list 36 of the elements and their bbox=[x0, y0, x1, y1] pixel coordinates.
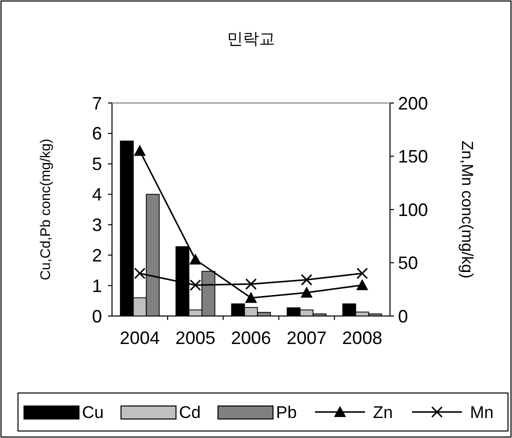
legend-label: Cd bbox=[179, 402, 201, 422]
legend-label: Zn bbox=[373, 402, 393, 422]
y-tick-label: 5 bbox=[92, 154, 102, 174]
y2-tick-label: 200 bbox=[398, 93, 428, 114]
x-tick-label: 2008 bbox=[342, 328, 382, 348]
chart-title: 민락교 bbox=[227, 29, 275, 48]
y-tick-label: 4 bbox=[92, 184, 102, 205]
y2-tick-label: 100 bbox=[398, 200, 428, 220]
y-tick-label: 0 bbox=[92, 306, 102, 326]
point bbox=[356, 268, 368, 280]
y-tick-label: 3 bbox=[92, 215, 102, 236]
point bbox=[190, 279, 202, 291]
x-tick-label: 2006 bbox=[230, 328, 272, 348]
point bbox=[356, 279, 368, 290]
point bbox=[134, 268, 146, 280]
point bbox=[300, 286, 313, 298]
y2-tick-label: 150 bbox=[398, 146, 428, 167]
x-tick-label: 2004 bbox=[120, 328, 160, 348]
legend-label: Pb bbox=[276, 402, 297, 422]
y-tick-label: 2 bbox=[92, 245, 102, 266]
y2-tick-label: 0 bbox=[398, 306, 408, 326]
point bbox=[245, 292, 257, 303]
point bbox=[245, 278, 257, 290]
legend-label: Mn bbox=[470, 402, 494, 422]
legend-label: Cu bbox=[82, 402, 104, 422]
y-tick-label: 7 bbox=[92, 93, 102, 114]
point bbox=[300, 274, 312, 286]
point bbox=[134, 144, 146, 156]
y-tick-label: 6 bbox=[92, 124, 102, 144]
y-axis-title: Cu,Cd,Pb conc(mg/kg) bbox=[37, 138, 53, 280]
x-tick-label: 2007 bbox=[286, 328, 327, 348]
y2-axis-title: Zn,Mn conc(mg/kg) bbox=[458, 140, 475, 278]
point bbox=[189, 254, 202, 265]
x-tick-label: 2005 bbox=[175, 328, 216, 348]
y2-tick-label: 50 bbox=[398, 253, 418, 274]
y-tick-label: 1 bbox=[92, 276, 102, 296]
